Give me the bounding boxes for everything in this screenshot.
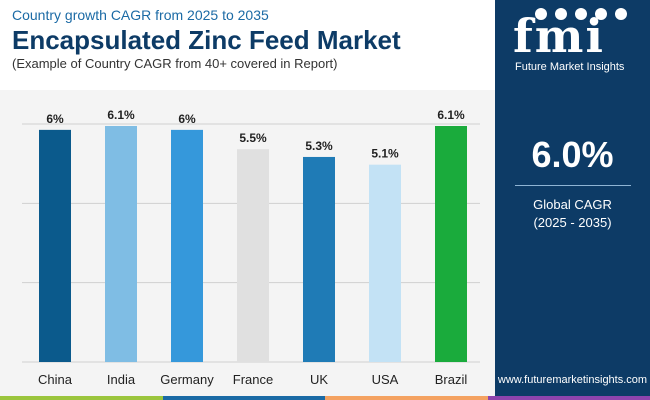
global-cagr-label: Global CAGR	[533, 197, 612, 212]
accent-bar	[0, 396, 650, 400]
logo-dot-icon	[575, 8, 587, 20]
summary-panel: fmi Future Market Insights 6.0% Global C…	[495, 0, 650, 400]
divider	[514, 185, 631, 186]
value-label-uk: 5.3%	[305, 139, 333, 153]
logo-dot-icon	[595, 8, 607, 20]
category-label-uk: UK	[310, 372, 328, 387]
fmi-logo[interactable]: fmi Future Market Insights	[505, 8, 640, 73]
bar-uk[interactable]	[303, 156, 335, 362]
category-label-france: France	[233, 372, 273, 387]
accent-segment	[0, 396, 163, 400]
value-label-germany: 6%	[178, 112, 196, 126]
value-label-france: 5.5%	[239, 131, 267, 145]
category-label-brazil: Brazil	[435, 372, 468, 387]
chart-title: Encapsulated Zinc Feed Market	[12, 25, 401, 55]
logo-caption: Future Market Insights	[515, 61, 625, 73]
category-label-usa: USA	[372, 372, 399, 387]
category-label-india: India	[107, 372, 136, 387]
accent-segment	[162, 396, 325, 400]
bar-usa[interactable]	[369, 164, 401, 362]
logo-dot-icon	[555, 8, 567, 20]
logo-dot-icon	[535, 8, 547, 20]
category-label-germany: Germany	[160, 372, 214, 387]
accent-segment	[487, 396, 650, 400]
global-cagr: 6.0% Global CAGR (2025 - 2035)	[495, 135, 650, 232]
logo-wordmark: fmi	[513, 9, 605, 63]
bar-india[interactable]	[105, 126, 137, 362]
bar-brazil[interactable]	[435, 126, 467, 362]
logo-icons	[535, 8, 635, 22]
value-label-brazil: 6.1%	[437, 108, 465, 122]
logo-dot-icon	[615, 8, 627, 20]
chart-panel: 6% China 6.1% India 6% Germany 5.5% France 5.3% U…	[0, 90, 495, 400]
header: Country growth CAGR from 2025 to 2035 En…	[12, 6, 482, 72]
global-cagr-period: (2025 - 2035)	[533, 215, 612, 230]
category-label-china: China	[38, 372, 73, 387]
chart-note: (Example of Country CAGR from 40+ covere…	[12, 56, 338, 71]
bar-china[interactable]	[39, 129, 71, 362]
value-label-china: 6%	[46, 112, 64, 126]
bar-chart: 6% China 6.1% India 6% Germany 5.5% France 5.3% U…	[22, 108, 480, 387]
value-label-india: 6.1%	[107, 108, 135, 122]
value-label-usa: 5.1%	[371, 147, 399, 161]
chart-subtitle: Country growth CAGR from 2025 to 2035	[12, 7, 269, 23]
global-cagr-value: 6.0%	[531, 134, 614, 175]
bar-france[interactable]	[237, 149, 269, 362]
website-url[interactable]: www.futuremarketinsights.com	[497, 374, 648, 386]
accent-segment	[325, 396, 488, 400]
bar-germany[interactable]	[171, 129, 203, 362]
